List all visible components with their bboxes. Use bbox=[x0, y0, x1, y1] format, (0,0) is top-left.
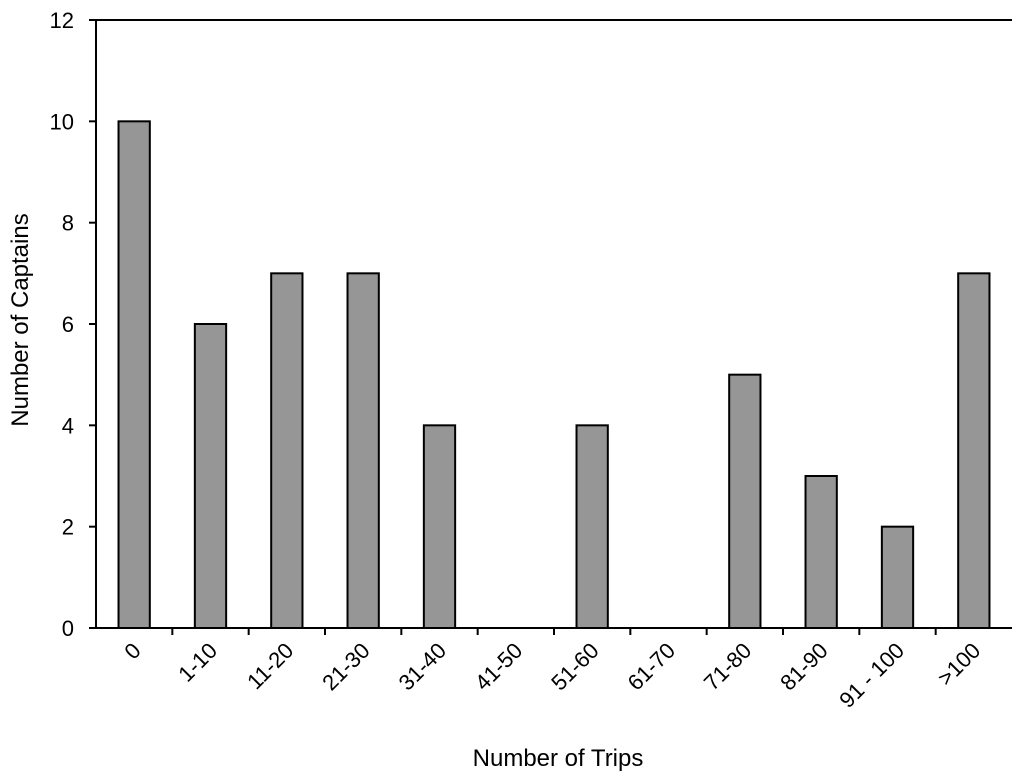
x-ticks-group: 0 1-10 11-20 21-30 31-40 41-50 51-60 61-70 71-80… bbox=[119, 628, 985, 713]
bar-4 bbox=[424, 425, 455, 628]
y-tick-label: 12 bbox=[50, 8, 74, 33]
x-tick-label: 31-40 bbox=[394, 638, 451, 695]
bar-6 bbox=[577, 425, 608, 628]
x-tick-label: 0 bbox=[119, 638, 145, 664]
bar-1 bbox=[195, 324, 226, 628]
x-tick-label: >100 bbox=[933, 638, 986, 691]
y-tick-label: 6 bbox=[62, 312, 74, 337]
x-tick-label: 91 - 100 bbox=[834, 638, 909, 713]
x-tick-label: 1-10 bbox=[173, 638, 222, 687]
y-tick-label: 0 bbox=[62, 616, 74, 641]
bar-2 bbox=[271, 273, 302, 628]
x-tick-label: 21-30 bbox=[317, 638, 374, 695]
bar-0 bbox=[119, 121, 150, 628]
bars-group bbox=[119, 121, 990, 628]
bar-9 bbox=[806, 476, 837, 628]
x-tick-label: 51-60 bbox=[546, 638, 603, 695]
y-tick-label: 4 bbox=[62, 413, 74, 438]
x-tick-label: 61-70 bbox=[623, 638, 680, 695]
y-tick-label: 10 bbox=[50, 109, 74, 134]
y-tick-label: 8 bbox=[62, 211, 74, 236]
x-axis-title: Number of Trips bbox=[473, 745, 644, 772]
y-ticks-group: 0 2 4 6 8 10 12 bbox=[50, 8, 96, 641]
y-axis-title: Number of Captains bbox=[7, 213, 34, 426]
y-tick-label: 2 bbox=[62, 515, 74, 540]
x-tick-label: 41-50 bbox=[470, 638, 527, 695]
plot-frame bbox=[96, 20, 1012, 628]
bar-3 bbox=[348, 273, 379, 628]
bar-10 bbox=[882, 527, 913, 628]
x-tick-label: 81-90 bbox=[775, 638, 832, 695]
x-tick-label: 71-80 bbox=[699, 638, 756, 695]
bar-11 bbox=[958, 273, 989, 628]
bar-8 bbox=[729, 375, 760, 628]
x-tick-label: 11-20 bbox=[242, 638, 298, 694]
